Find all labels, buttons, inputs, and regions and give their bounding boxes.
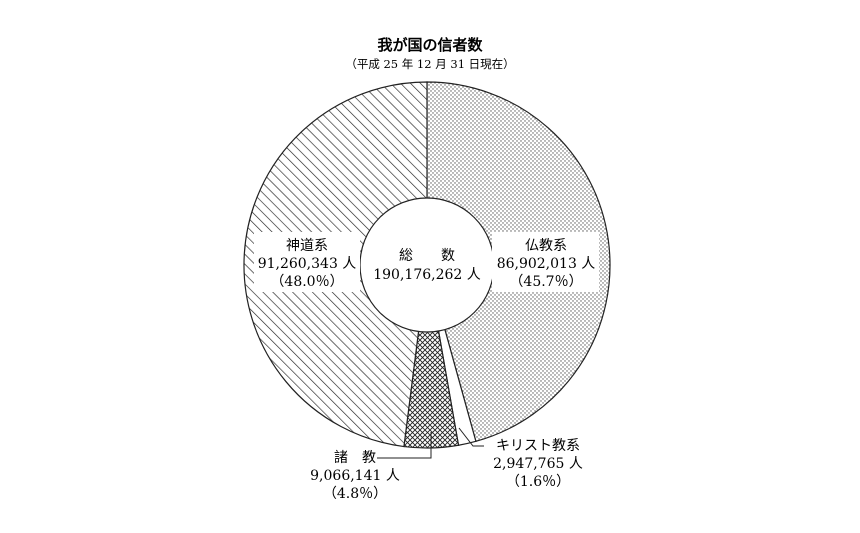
label-bg-buddhism [492,232,599,292]
slice-label-buddhism-value: 86,902,013 人 [497,256,596,272]
chart-title: 我が国の信者数 [377,36,483,54]
slice-label-other-value: 9,066,141 人 [310,468,400,484]
slice-label-buddhism-name: 仏教系 [525,238,567,254]
slice-label-shinto-name: 神道系 [286,238,328,254]
center-total-value: 190,176,262 人 [373,267,481,283]
slice-label-shinto-percent: （48.0％） [270,274,343,290]
slice-label-christian-value: 2,947,765 人 [493,456,583,472]
slice-label-other-name: 諸 教 [334,450,376,466]
chart-subtitle: （平成 25 年 12 月 31 日現在） [345,57,514,71]
slice-label-christian-name: キリスト教系 [496,438,580,454]
leader-line-christian [458,427,484,447]
slice-label-buddhism-percent: （45.7％） [509,274,582,290]
leader-line-other [377,432,432,459]
center-label: 総 数 [399,248,455,264]
slice-label-christian-percent: （1.6％） [506,474,570,490]
center-hole [359,197,495,333]
label-bg-shinto [254,232,360,292]
slice-label-other-percent: （4.8％） [323,486,387,502]
slice-label-shinto-value: 91,260,343 人 [258,256,357,272]
